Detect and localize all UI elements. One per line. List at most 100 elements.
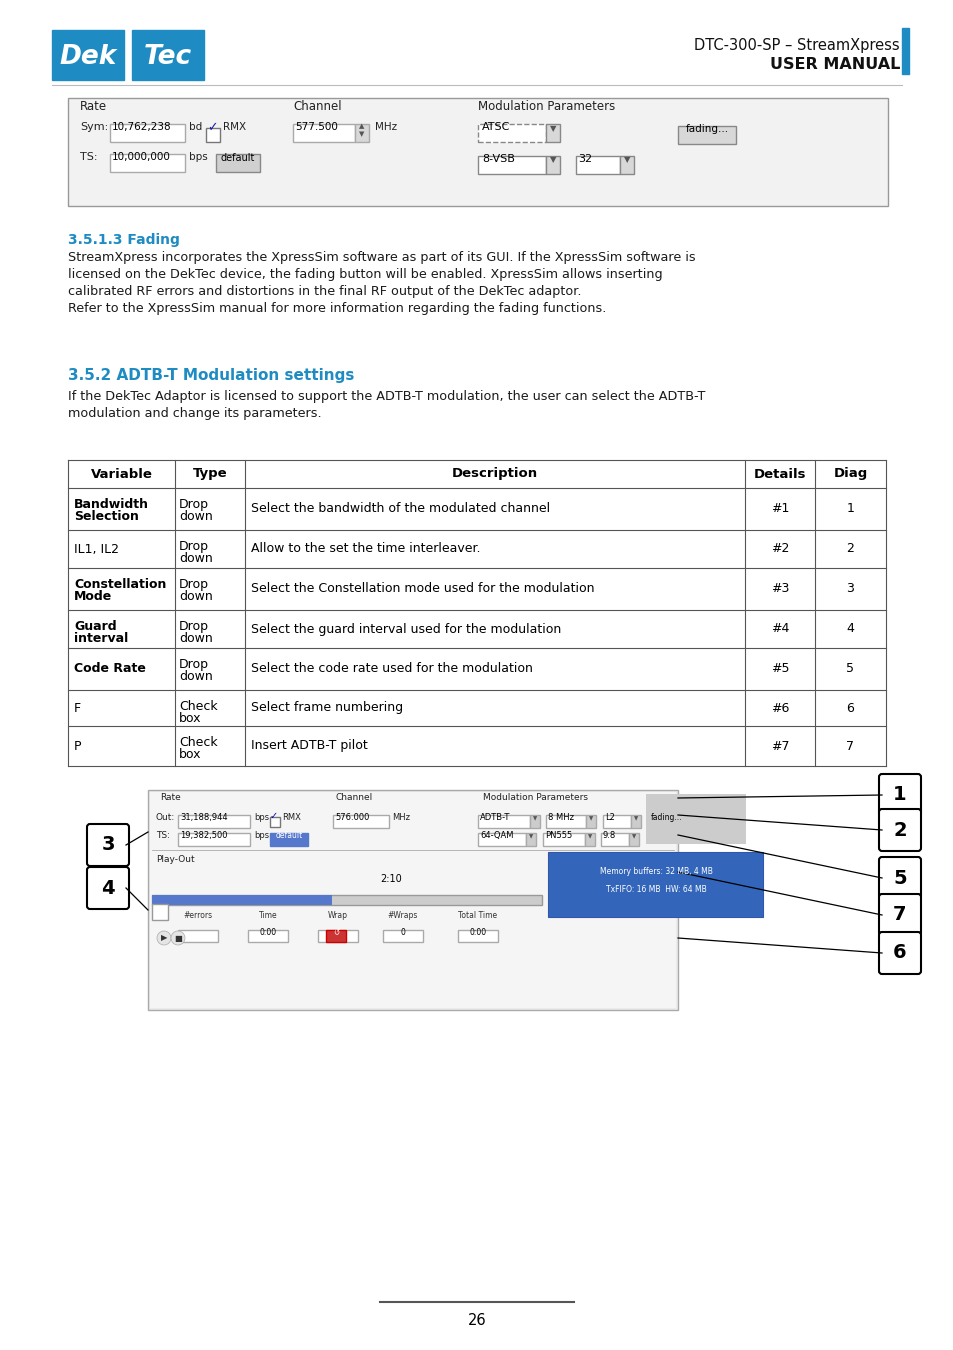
Text: ✓: ✓ (270, 811, 278, 821)
Text: F: F (74, 702, 81, 714)
Text: 3.5.1.3 Fading: 3.5.1.3 Fading (68, 234, 180, 247)
Text: 1: 1 (845, 502, 854, 516)
FancyBboxPatch shape (530, 815, 539, 828)
Text: 9.8: 9.8 (602, 832, 616, 840)
Text: 4: 4 (101, 879, 114, 898)
Text: 4: 4 (845, 622, 854, 636)
Text: ✓: ✓ (207, 122, 217, 134)
Text: Guard: Guard (74, 620, 116, 633)
Text: 1: 1 (892, 786, 906, 805)
Text: 6: 6 (845, 702, 854, 714)
Bar (547, 852, 762, 917)
FancyBboxPatch shape (545, 124, 559, 142)
FancyBboxPatch shape (270, 833, 308, 846)
FancyBboxPatch shape (477, 815, 530, 828)
Text: ATSC: ATSC (481, 122, 510, 132)
Text: Diag: Diag (833, 467, 866, 481)
FancyBboxPatch shape (576, 157, 619, 174)
Text: 6: 6 (892, 944, 906, 963)
Text: 32: 32 (578, 154, 592, 163)
Text: #2: #2 (770, 543, 788, 555)
FancyBboxPatch shape (678, 126, 735, 144)
Text: Check: Check (179, 736, 217, 749)
Text: 3.5.2 ADTB-T Modulation settings: 3.5.2 ADTB-T Modulation settings (68, 369, 354, 383)
Text: Modulation Parameters: Modulation Parameters (477, 100, 615, 113)
Text: Out:: Out: (156, 813, 175, 822)
FancyBboxPatch shape (584, 833, 595, 846)
FancyBboxPatch shape (525, 833, 536, 846)
Text: 19,382,500: 19,382,500 (180, 832, 227, 840)
FancyBboxPatch shape (178, 930, 218, 942)
Text: Drop: Drop (179, 540, 209, 553)
Text: ▼: ▼ (549, 155, 556, 163)
Text: MHz: MHz (392, 813, 410, 822)
Text: Time: Time (258, 911, 277, 919)
Text: Play-Out: Play-Out (156, 855, 194, 864)
Text: Variable: Variable (91, 467, 152, 481)
Text: ▼: ▼ (588, 815, 593, 821)
Text: Select the Constellation mode used for the modulation: Select the Constellation mode used for t… (251, 582, 594, 595)
FancyBboxPatch shape (477, 833, 525, 846)
FancyBboxPatch shape (600, 833, 628, 846)
Text: 2: 2 (845, 543, 854, 555)
FancyBboxPatch shape (542, 833, 584, 846)
FancyBboxPatch shape (110, 124, 185, 142)
Text: StreamXpress incorporates the XpressSim software as part of its GUI. If the Xpre: StreamXpress incorporates the XpressSim … (68, 251, 695, 265)
Text: calibrated RF errors and distortions in the final RF output of the DekTec adapto: calibrated RF errors and distortions in … (68, 285, 581, 298)
Text: 7: 7 (892, 906, 905, 925)
Text: Bandwidth: Bandwidth (74, 498, 149, 512)
Text: ■: ■ (173, 933, 182, 942)
Text: ▼: ▼ (623, 155, 630, 163)
Text: 7: 7 (845, 740, 854, 752)
Text: 64-QAM: 64-QAM (479, 832, 513, 840)
Bar (150, 792, 676, 1008)
Text: #errors: #errors (183, 911, 213, 919)
FancyBboxPatch shape (382, 930, 422, 942)
FancyBboxPatch shape (457, 930, 497, 942)
Text: Select the bandwidth of the modulated channel: Select the bandwidth of the modulated ch… (251, 502, 550, 516)
Text: Insert ADTB-T pilot: Insert ADTB-T pilot (251, 740, 367, 752)
Text: down: down (179, 552, 213, 566)
Text: USER MANUAL: USER MANUAL (769, 57, 899, 72)
FancyBboxPatch shape (270, 817, 280, 828)
Bar (52, 30, 124, 80)
FancyBboxPatch shape (878, 774, 920, 815)
Text: bps: bps (189, 153, 208, 162)
Bar (148, 790, 678, 1010)
Text: fading...: fading... (651, 813, 682, 822)
FancyBboxPatch shape (878, 894, 920, 936)
Text: #7: #7 (770, 740, 788, 752)
Text: Drop: Drop (179, 578, 209, 591)
Text: 0:00: 0:00 (259, 927, 276, 937)
Bar (645, 794, 745, 844)
FancyBboxPatch shape (333, 815, 389, 828)
Text: Drop: Drop (179, 498, 209, 512)
Text: #Wraps: #Wraps (388, 911, 417, 919)
Text: ↺: ↺ (333, 927, 339, 937)
Text: bd: bd (189, 122, 202, 132)
Text: ▼: ▼ (633, 815, 638, 821)
Text: ▲
▼: ▲ ▼ (359, 123, 364, 138)
Text: Type: Type (193, 467, 227, 481)
FancyBboxPatch shape (630, 815, 640, 828)
Text: If the DekTec Adaptor is licensed to support the ADTB-T modulation, the user can: If the DekTec Adaptor is licensed to sup… (68, 390, 704, 404)
Text: down: down (179, 590, 213, 603)
Text: Code Rate: Code Rate (74, 663, 146, 675)
Circle shape (157, 931, 171, 945)
Text: Mode: Mode (74, 590, 112, 603)
Text: box: box (179, 711, 201, 725)
Text: Select the code rate used for the modulation: Select the code rate used for the modula… (251, 663, 533, 675)
Text: Memory buffers: 32 MB, 4 MB: Memory buffers: 32 MB, 4 MB (598, 867, 712, 876)
FancyBboxPatch shape (355, 124, 369, 142)
FancyBboxPatch shape (215, 154, 260, 171)
FancyBboxPatch shape (68, 99, 887, 207)
FancyBboxPatch shape (545, 815, 585, 828)
Text: 31,188,944: 31,188,944 (180, 813, 228, 822)
FancyBboxPatch shape (248, 930, 288, 942)
Text: Selection: Selection (74, 510, 139, 522)
FancyBboxPatch shape (178, 815, 250, 828)
Text: bps: bps (253, 832, 269, 840)
Text: Refer to the XpressSim manual for more information regarding the fading function: Refer to the XpressSim manual for more i… (68, 302, 606, 315)
Text: #4: #4 (770, 622, 788, 636)
Text: default: default (220, 153, 254, 163)
